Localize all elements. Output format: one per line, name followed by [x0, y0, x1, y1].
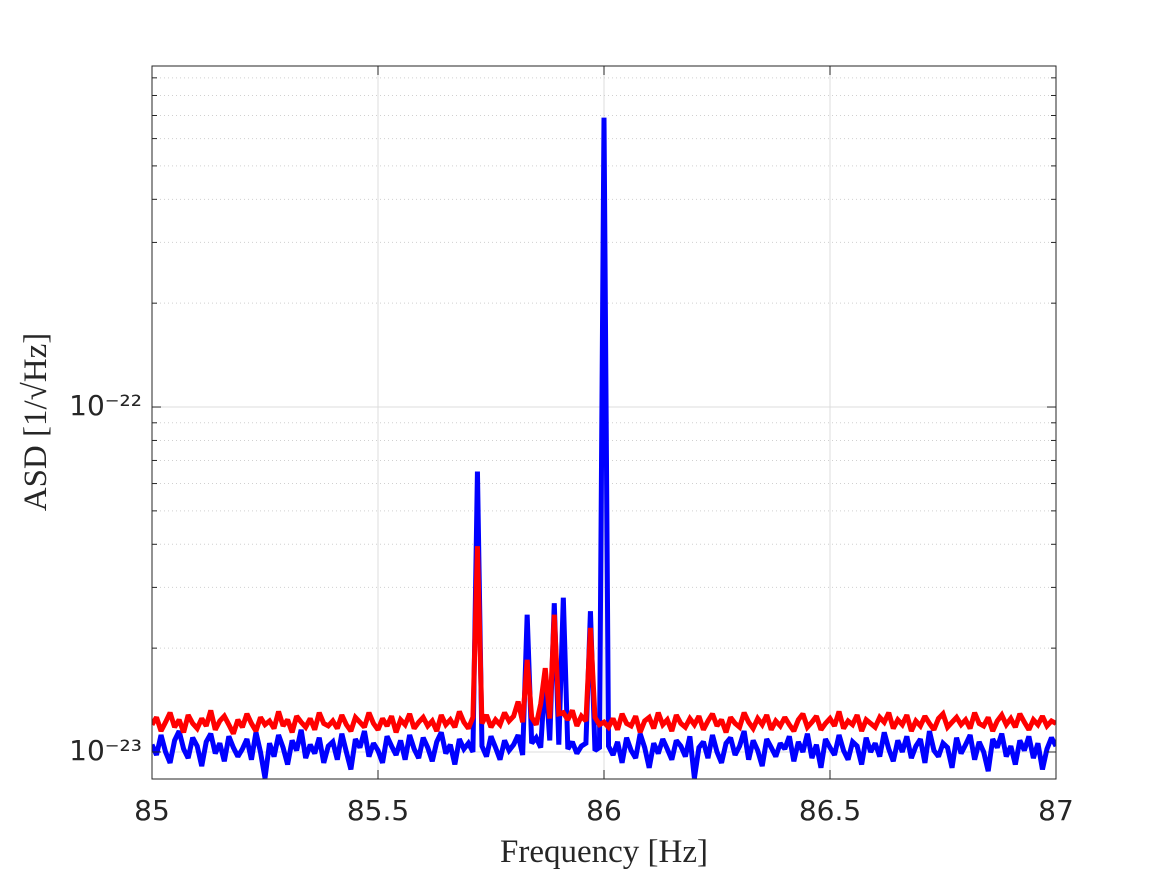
y-axis-label: ASD [1/√Hz]	[18, 333, 54, 512]
y-tick-label: 10⁻²³	[69, 734, 142, 767]
plot-area	[152, 117, 1056, 779]
x-tick-label: 85.5	[347, 794, 409, 827]
y-tick-label: 10⁻²²	[69, 389, 142, 422]
x-tick-label: 85	[134, 794, 170, 827]
data-line	[152, 117, 1056, 779]
data-line	[152, 546, 1056, 735]
x-axis-label: Frequency [Hz]	[500, 834, 708, 870]
ticks: 85 85.5 86 86.5 87 10⁻²³ 10⁻²²	[69, 66, 1074, 827]
x-tick-label: 86.5	[799, 794, 861, 827]
x-tick-label: 86	[586, 794, 622, 827]
x-tick-label: 87	[1038, 794, 1074, 827]
